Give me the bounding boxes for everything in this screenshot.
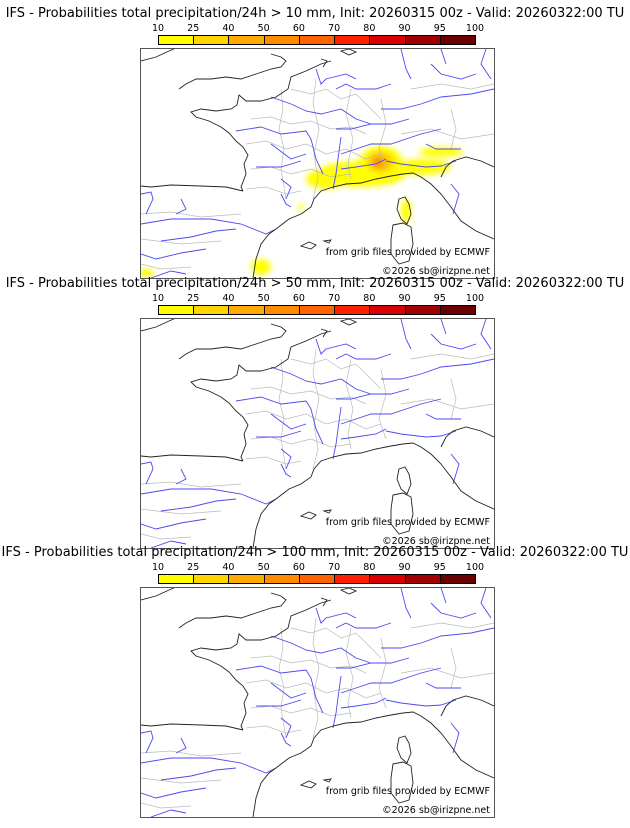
colorbar-tick-label: 40 xyxy=(222,562,235,573)
colorbar-tick-label: 100 xyxy=(465,23,485,34)
colorbar-tick-label: 95 xyxy=(433,293,446,304)
colorbar-segment xyxy=(229,306,265,314)
colorbar xyxy=(158,35,476,45)
copyright-text: ©2026 sb@irizpne.net xyxy=(382,536,490,547)
colorbar-tick-label: 10 xyxy=(151,23,165,34)
colorbar-segment xyxy=(264,36,300,44)
colorbar-segment xyxy=(370,575,406,583)
colorbar-tick-label: 70 xyxy=(328,23,341,34)
colorbar-tick-label: 50 xyxy=(257,23,270,34)
colorbar-segment xyxy=(159,575,195,583)
colorbar-tick-label: 100 xyxy=(465,562,485,573)
colorbar-tick-label: 95 xyxy=(433,23,446,34)
colorbar-tick-label: 50 xyxy=(257,293,270,304)
colorbar-segment xyxy=(440,36,475,44)
colorbar-tick-label: 70 xyxy=(328,293,341,304)
colorbar-segment xyxy=(194,306,230,314)
colorbar-tick-label: 80 xyxy=(363,562,376,573)
colorbar-segment xyxy=(335,306,371,314)
colorbar-segment xyxy=(264,575,300,583)
colorbar-segment xyxy=(440,306,475,314)
colorbar-segment xyxy=(370,306,406,314)
map-canvas xyxy=(141,588,494,817)
colorbar-tick-label: 40 xyxy=(222,293,235,304)
colorbar-segment xyxy=(405,36,441,44)
map-canvas xyxy=(141,49,494,278)
colorbar-tick-label: 80 xyxy=(363,293,376,304)
colorbar-segment xyxy=(299,36,336,44)
map-panel-100mm: IFS - Probabilities total precipitation/… xyxy=(0,539,630,818)
colorbar-tick-label: 90 xyxy=(398,293,411,304)
map-area[interactable]: from grib files provided by ECMWF ©2026 … xyxy=(140,587,495,818)
panel-title: IFS - Probabilities total precipitation/… xyxy=(5,276,625,291)
source-attribution: from grib files provided by ECMWF xyxy=(325,247,490,258)
colorbar-tick-label: 10 xyxy=(151,562,165,573)
colorbar-segment xyxy=(440,575,475,583)
colorbar-segment xyxy=(229,575,265,583)
colorbar-tick-label: 90 xyxy=(398,562,411,573)
colorbar-labels: 10 25 40 50 60 70 80 90 95 100 xyxy=(152,293,484,304)
colorbar-segment xyxy=(370,36,406,44)
colorbar-tick-label: 50 xyxy=(257,562,270,573)
map-panel-50mm: IFS - Probabilities total precipitation/… xyxy=(0,270,630,549)
colorbar-segment xyxy=(335,36,371,44)
colorbar-tick-label: 60 xyxy=(292,23,305,34)
colorbar-segment xyxy=(405,306,441,314)
colorbar-labels: 10 25 40 50 60 70 80 90 95 100 xyxy=(152,23,484,34)
map-area[interactable]: from grib files provided by ECMWF ©2026 … xyxy=(140,48,495,279)
source-attribution: from grib files provided by ECMWF xyxy=(325,786,490,797)
colorbar-segment xyxy=(194,36,230,44)
colorbar-segment xyxy=(194,575,230,583)
colorbar xyxy=(158,574,476,584)
colorbar-tick-label: 70 xyxy=(328,562,341,573)
precip-field xyxy=(141,146,463,277)
colorbar-tick-label: 25 xyxy=(187,562,200,573)
colorbar-tick-label: 60 xyxy=(292,293,305,304)
map-panel-10mm: IFS - Probabilities total precipitation/… xyxy=(0,0,630,279)
colorbar-tick-label: 90 xyxy=(398,23,411,34)
colorbar-tick-label: 60 xyxy=(292,562,305,573)
colorbar-tick-label: 25 xyxy=(187,23,200,34)
colorbar-segment xyxy=(159,36,195,44)
colorbar-segment xyxy=(299,306,336,314)
colorbar-tick-label: 80 xyxy=(363,23,376,34)
colorbar-segment xyxy=(159,306,195,314)
colorbar-tick-label: 10 xyxy=(151,293,165,304)
copyright-text: ©2026 sb@irizpne.net xyxy=(382,266,490,277)
map-area[interactable]: from grib files provided by ECMWF ©2026 … xyxy=(140,318,495,549)
colorbar-segment xyxy=(229,36,265,44)
colorbar-tick-label: 95 xyxy=(433,562,446,573)
colorbar-segment xyxy=(264,306,300,314)
colorbar-segment xyxy=(335,575,371,583)
colorbar-tick-label: 40 xyxy=(222,23,235,34)
map-canvas xyxy=(141,319,494,548)
source-attribution: from grib files provided by ECMWF xyxy=(325,517,490,528)
panel-title: IFS - Probabilities total precipitation/… xyxy=(1,545,629,560)
colorbar-tick-label: 100 xyxy=(465,293,485,304)
copyright-text: ©2026 sb@irizpne.net xyxy=(382,805,490,816)
colorbar xyxy=(158,305,476,315)
colorbar-segment xyxy=(299,575,336,583)
colorbar-segment xyxy=(405,575,441,583)
colorbar-tick-label: 25 xyxy=(187,293,200,304)
colorbar-labels: 10 25 40 50 60 70 80 90 95 100 xyxy=(152,562,484,573)
panel-title: IFS - Probabilities total precipitation/… xyxy=(5,6,625,21)
